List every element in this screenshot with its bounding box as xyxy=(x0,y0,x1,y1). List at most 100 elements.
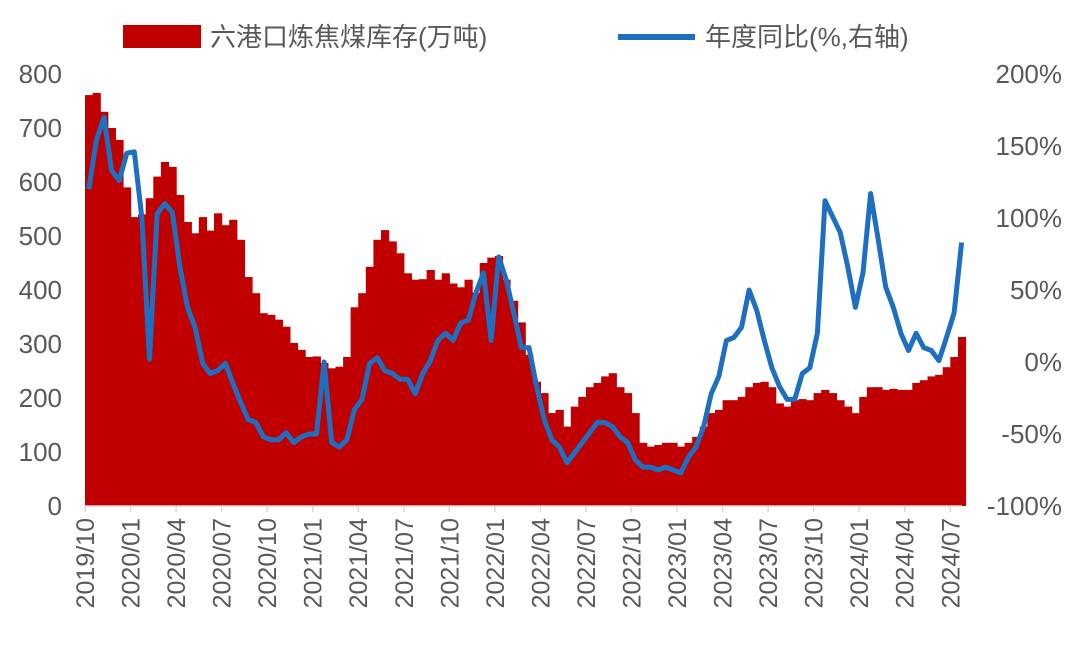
x-axis: 2019/10 2020/01 2020/04 2020/07 2020/10 2021/… xyxy=(72,506,965,608)
x-tick-label: 2021/01 xyxy=(300,518,328,608)
x-tick-label: 2021/04 xyxy=(345,518,373,608)
bar xyxy=(426,270,435,506)
bar xyxy=(806,400,815,506)
bar xyxy=(897,389,906,506)
bar xyxy=(950,357,959,506)
legend-label-inventory: 六港口炼焦煤库存(万吨) xyxy=(210,22,487,52)
bar xyxy=(176,195,185,506)
bar xyxy=(844,406,853,506)
left-axis: 0 100 200 300 400 500 600 700 800 xyxy=(19,59,62,521)
bar xyxy=(866,387,875,506)
bar xyxy=(517,322,526,506)
bar xyxy=(274,319,283,506)
left-tick-label: 800 xyxy=(19,59,62,89)
bar xyxy=(472,292,481,506)
bar xyxy=(707,413,716,506)
left-tick-label: 200 xyxy=(19,383,62,413)
bar xyxy=(563,426,572,506)
bar xyxy=(768,387,777,506)
x-tick-label: 2023/07 xyxy=(755,518,783,608)
left-tick-label: 700 xyxy=(19,113,62,143)
bar xyxy=(153,176,162,506)
bar xyxy=(775,403,784,506)
bar xyxy=(585,387,595,506)
legend-label-yoy: 年度同比(%,右轴) xyxy=(705,22,909,52)
bar xyxy=(244,277,253,506)
x-tick-label: 2024/01 xyxy=(846,518,874,608)
bar xyxy=(623,393,633,506)
bar xyxy=(525,354,534,506)
bar xyxy=(494,256,504,506)
bar xyxy=(123,187,132,506)
bar xyxy=(191,233,200,507)
bar xyxy=(836,400,845,506)
x-tick-label: 2023/01 xyxy=(664,518,692,608)
bar xyxy=(699,426,708,506)
bar xyxy=(252,293,261,506)
bar xyxy=(639,442,648,506)
legend-swatch-inventory xyxy=(123,25,201,48)
bar xyxy=(168,166,177,506)
right-tick-label: 50% xyxy=(1010,275,1062,305)
right-tick-label: 100% xyxy=(996,203,1063,233)
bar xyxy=(403,273,412,506)
bar xyxy=(677,446,686,506)
bar xyxy=(783,406,792,506)
x-tick-label: 2021/10 xyxy=(436,518,464,608)
bar xyxy=(479,263,488,506)
bar xyxy=(874,387,883,506)
bar xyxy=(745,387,754,506)
bar xyxy=(85,95,94,506)
bar xyxy=(601,376,610,506)
bar xyxy=(821,389,830,506)
x-tick-label: 2020/07 xyxy=(209,518,237,608)
bar xyxy=(130,217,139,506)
bar-series-inventory xyxy=(85,92,967,507)
x-tick-label: 2019/10 xyxy=(72,518,100,608)
bar xyxy=(813,393,822,506)
x-tick-label: 2022/10 xyxy=(618,518,646,608)
bar xyxy=(206,230,215,506)
bar xyxy=(419,279,428,506)
bar xyxy=(646,446,655,506)
right-tick-label: 0% xyxy=(1024,347,1062,377)
line-series-yoy xyxy=(86,114,965,476)
bar xyxy=(578,396,587,506)
bar xyxy=(449,283,458,506)
bar xyxy=(790,400,800,506)
bar xyxy=(259,313,268,506)
left-tick-label: 100 xyxy=(19,437,62,467)
bar xyxy=(737,396,746,506)
bar xyxy=(927,376,936,506)
bar xyxy=(828,393,837,506)
bar xyxy=(957,337,967,506)
bar xyxy=(335,366,344,506)
bar xyxy=(692,436,701,506)
x-tick-label: 2020/04 xyxy=(163,518,191,608)
bar xyxy=(616,387,625,506)
bar xyxy=(904,389,913,506)
bar xyxy=(654,445,663,506)
bar xyxy=(722,400,731,506)
bar xyxy=(881,389,891,506)
right-tick-label: -50% xyxy=(1001,419,1062,449)
legend: 六港口炼焦煤库存(万吨) 年度同比(%,右轴) xyxy=(123,22,909,52)
bar xyxy=(297,349,306,506)
bar xyxy=(267,314,276,506)
bar xyxy=(487,257,496,506)
right-tick-label: -100% xyxy=(987,491,1062,521)
bar xyxy=(289,342,299,506)
left-tick-label: 300 xyxy=(19,329,62,359)
x-tick-label: 2024/04 xyxy=(892,518,920,608)
bar xyxy=(160,162,170,506)
x-tick-label: 2024/07 xyxy=(937,518,965,608)
bar xyxy=(555,409,564,506)
bar xyxy=(715,409,724,506)
bar xyxy=(138,214,147,506)
x-tick-label: 2021/07 xyxy=(391,518,419,608)
bar xyxy=(935,374,944,506)
left-tick-label: 500 xyxy=(19,221,62,251)
bar xyxy=(282,326,291,506)
bar xyxy=(760,381,769,506)
bar xyxy=(661,442,670,506)
